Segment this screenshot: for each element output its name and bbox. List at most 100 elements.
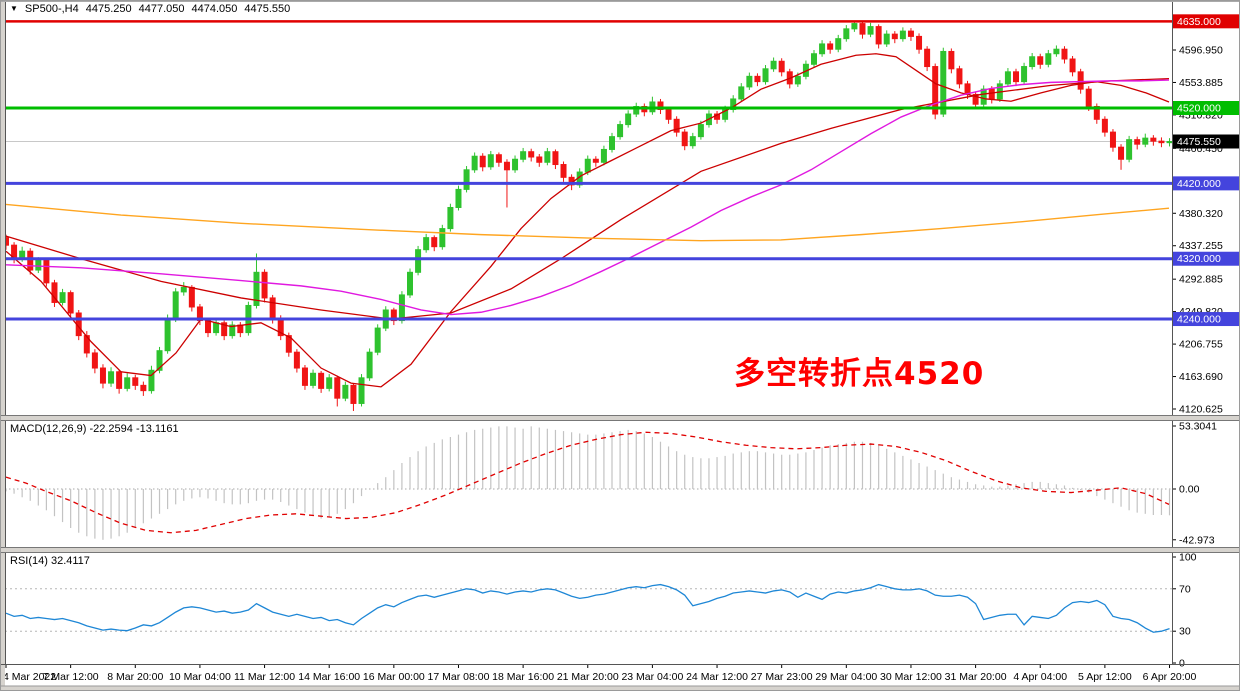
- bottom-strip: [1, 686, 1239, 690]
- candle-body: [617, 124, 624, 138]
- price-tick-label: 4120.625: [1179, 404, 1223, 416]
- candle-body: [334, 377, 341, 399]
- candle-body: [310, 372, 317, 386]
- price-badge-label: 4475.550: [1177, 136, 1221, 148]
- candle-body: [754, 75, 761, 83]
- candle-body: [1069, 58, 1076, 73]
- macd-panel[interactable]: [5, 426, 1172, 540]
- candle-body: [99, 367, 106, 384]
- date-tick-label: 23 Mar 04:00: [621, 671, 683, 683]
- macd-indicator-label: MACD(12,26,9) -22.2594 -13.1161: [10, 423, 179, 435]
- candle-body: [592, 158, 599, 163]
- candle-body: [269, 297, 276, 320]
- candle-body: [697, 124, 704, 138]
- chinese-annotation-text: 多空转折点4520: [734, 356, 985, 392]
- candle-body: [1126, 139, 1133, 160]
- candle-body: [164, 318, 171, 352]
- candle-body: [35, 259, 42, 271]
- candle-body: [1061, 48, 1068, 60]
- candle-body: [956, 68, 963, 85]
- candle-body: [600, 148, 607, 163]
- ma-orange: [5, 203, 1170, 242]
- candle-body: [463, 169, 470, 190]
- candle-body: [1004, 71, 1011, 85]
- price-panel[interactable]: [3, 20, 1173, 411]
- collapse-triangle-icon[interactable]: ▼: [10, 4, 18, 13]
- candle-body: [673, 118, 680, 133]
- candle-body: [124, 377, 131, 389]
- candle-body: [940, 50, 947, 115]
- candle-body: [471, 155, 478, 171]
- candle-body: [681, 131, 688, 147]
- quote-low: 4474.050: [191, 3, 238, 15]
- candle-body: [293, 351, 300, 369]
- price-badge-label: 4240.000: [1177, 314, 1221, 326]
- candle-body: [503, 161, 510, 171]
- candle-body: [390, 309, 397, 322]
- candle-body: [835, 38, 842, 50]
- date-tick-label: 16 Mar 00:00: [363, 671, 425, 683]
- candle-body: [374, 327, 381, 353]
- date-tick-label: 27 Mar 23:00: [751, 671, 813, 683]
- candle-body: [51, 282, 58, 303]
- candle-body: [924, 48, 931, 68]
- candle-body: [213, 322, 220, 334]
- date-tick-label: 24 Mar 12:00: [686, 671, 748, 683]
- candle-body: [91, 352, 98, 369]
- candle-body: [229, 324, 236, 337]
- candle-body: [350, 384, 357, 404]
- candle-body: [899, 30, 906, 40]
- rsi-line: [5, 583, 1170, 633]
- candle-body: [932, 66, 939, 115]
- candle-body: [221, 322, 228, 337]
- candle-body: [439, 228, 446, 248]
- price-tick-label: 4337.255: [1179, 240, 1223, 252]
- candle-body: [827, 43, 834, 50]
- ma-red-slow: [5, 77, 1170, 320]
- candle-body: [980, 88, 987, 105]
- candle-body: [318, 372, 325, 389]
- candle-body: [1166, 141, 1173, 144]
- price-tick-label: 4292.885: [1179, 274, 1223, 286]
- rsi-indicator-label: RSI(14) 32.4117: [10, 555, 90, 567]
- candle-body: [1142, 137, 1149, 145]
- date-tick-label: 17 Mar 08:00: [428, 671, 490, 683]
- candle-body: [536, 156, 543, 163]
- price-axis[interactable]: 4596.9504553.8854510.8204466.4504380.320…: [1172, 14, 1239, 670]
- candle-body: [366, 351, 373, 379]
- panel-splitter[interactable]: [1, 415, 1240, 421]
- date-tick-label: 5 Apr 12:00: [1078, 671, 1132, 683]
- rsi-panel[interactable]: [5, 583, 1172, 633]
- date-tick-label: 8 Mar 20:00: [107, 671, 163, 683]
- macd-signal-line: [5, 431, 1170, 534]
- candle-body: [180, 286, 187, 293]
- candle-body: [794, 75, 801, 85]
- candle-body: [1150, 137, 1157, 142]
- candle-body: [1045, 53, 1052, 65]
- candle-body: [746, 75, 753, 88]
- candle-body: [851, 23, 858, 30]
- candle-body: [843, 28, 850, 40]
- candle-body: [431, 237, 438, 248]
- left-frame: [1, 1, 5, 690]
- candle-body: [730, 98, 737, 111]
- candle-body: [584, 158, 591, 173]
- candle-body: [326, 377, 333, 389]
- candle-body: [148, 369, 155, 392]
- candle-body: [1037, 56, 1044, 65]
- price-tick-label: 4553.885: [1179, 77, 1223, 89]
- candle-body: [423, 237, 430, 251]
- date-tick-label: 14 Mar 16:00: [298, 671, 360, 683]
- date-tick-label: 21 Mar 20:00: [557, 671, 619, 683]
- candle-body: [1021, 66, 1028, 83]
- candle-body: [657, 101, 664, 111]
- candle-body: [722, 109, 729, 120]
- candle-body: [875, 26, 882, 45]
- panel-splitter[interactable]: [1, 547, 1240, 553]
- candle-body: [988, 88, 995, 100]
- quote-open: 4475.250: [85, 3, 132, 15]
- rsi-tick-label: 70: [1179, 583, 1191, 595]
